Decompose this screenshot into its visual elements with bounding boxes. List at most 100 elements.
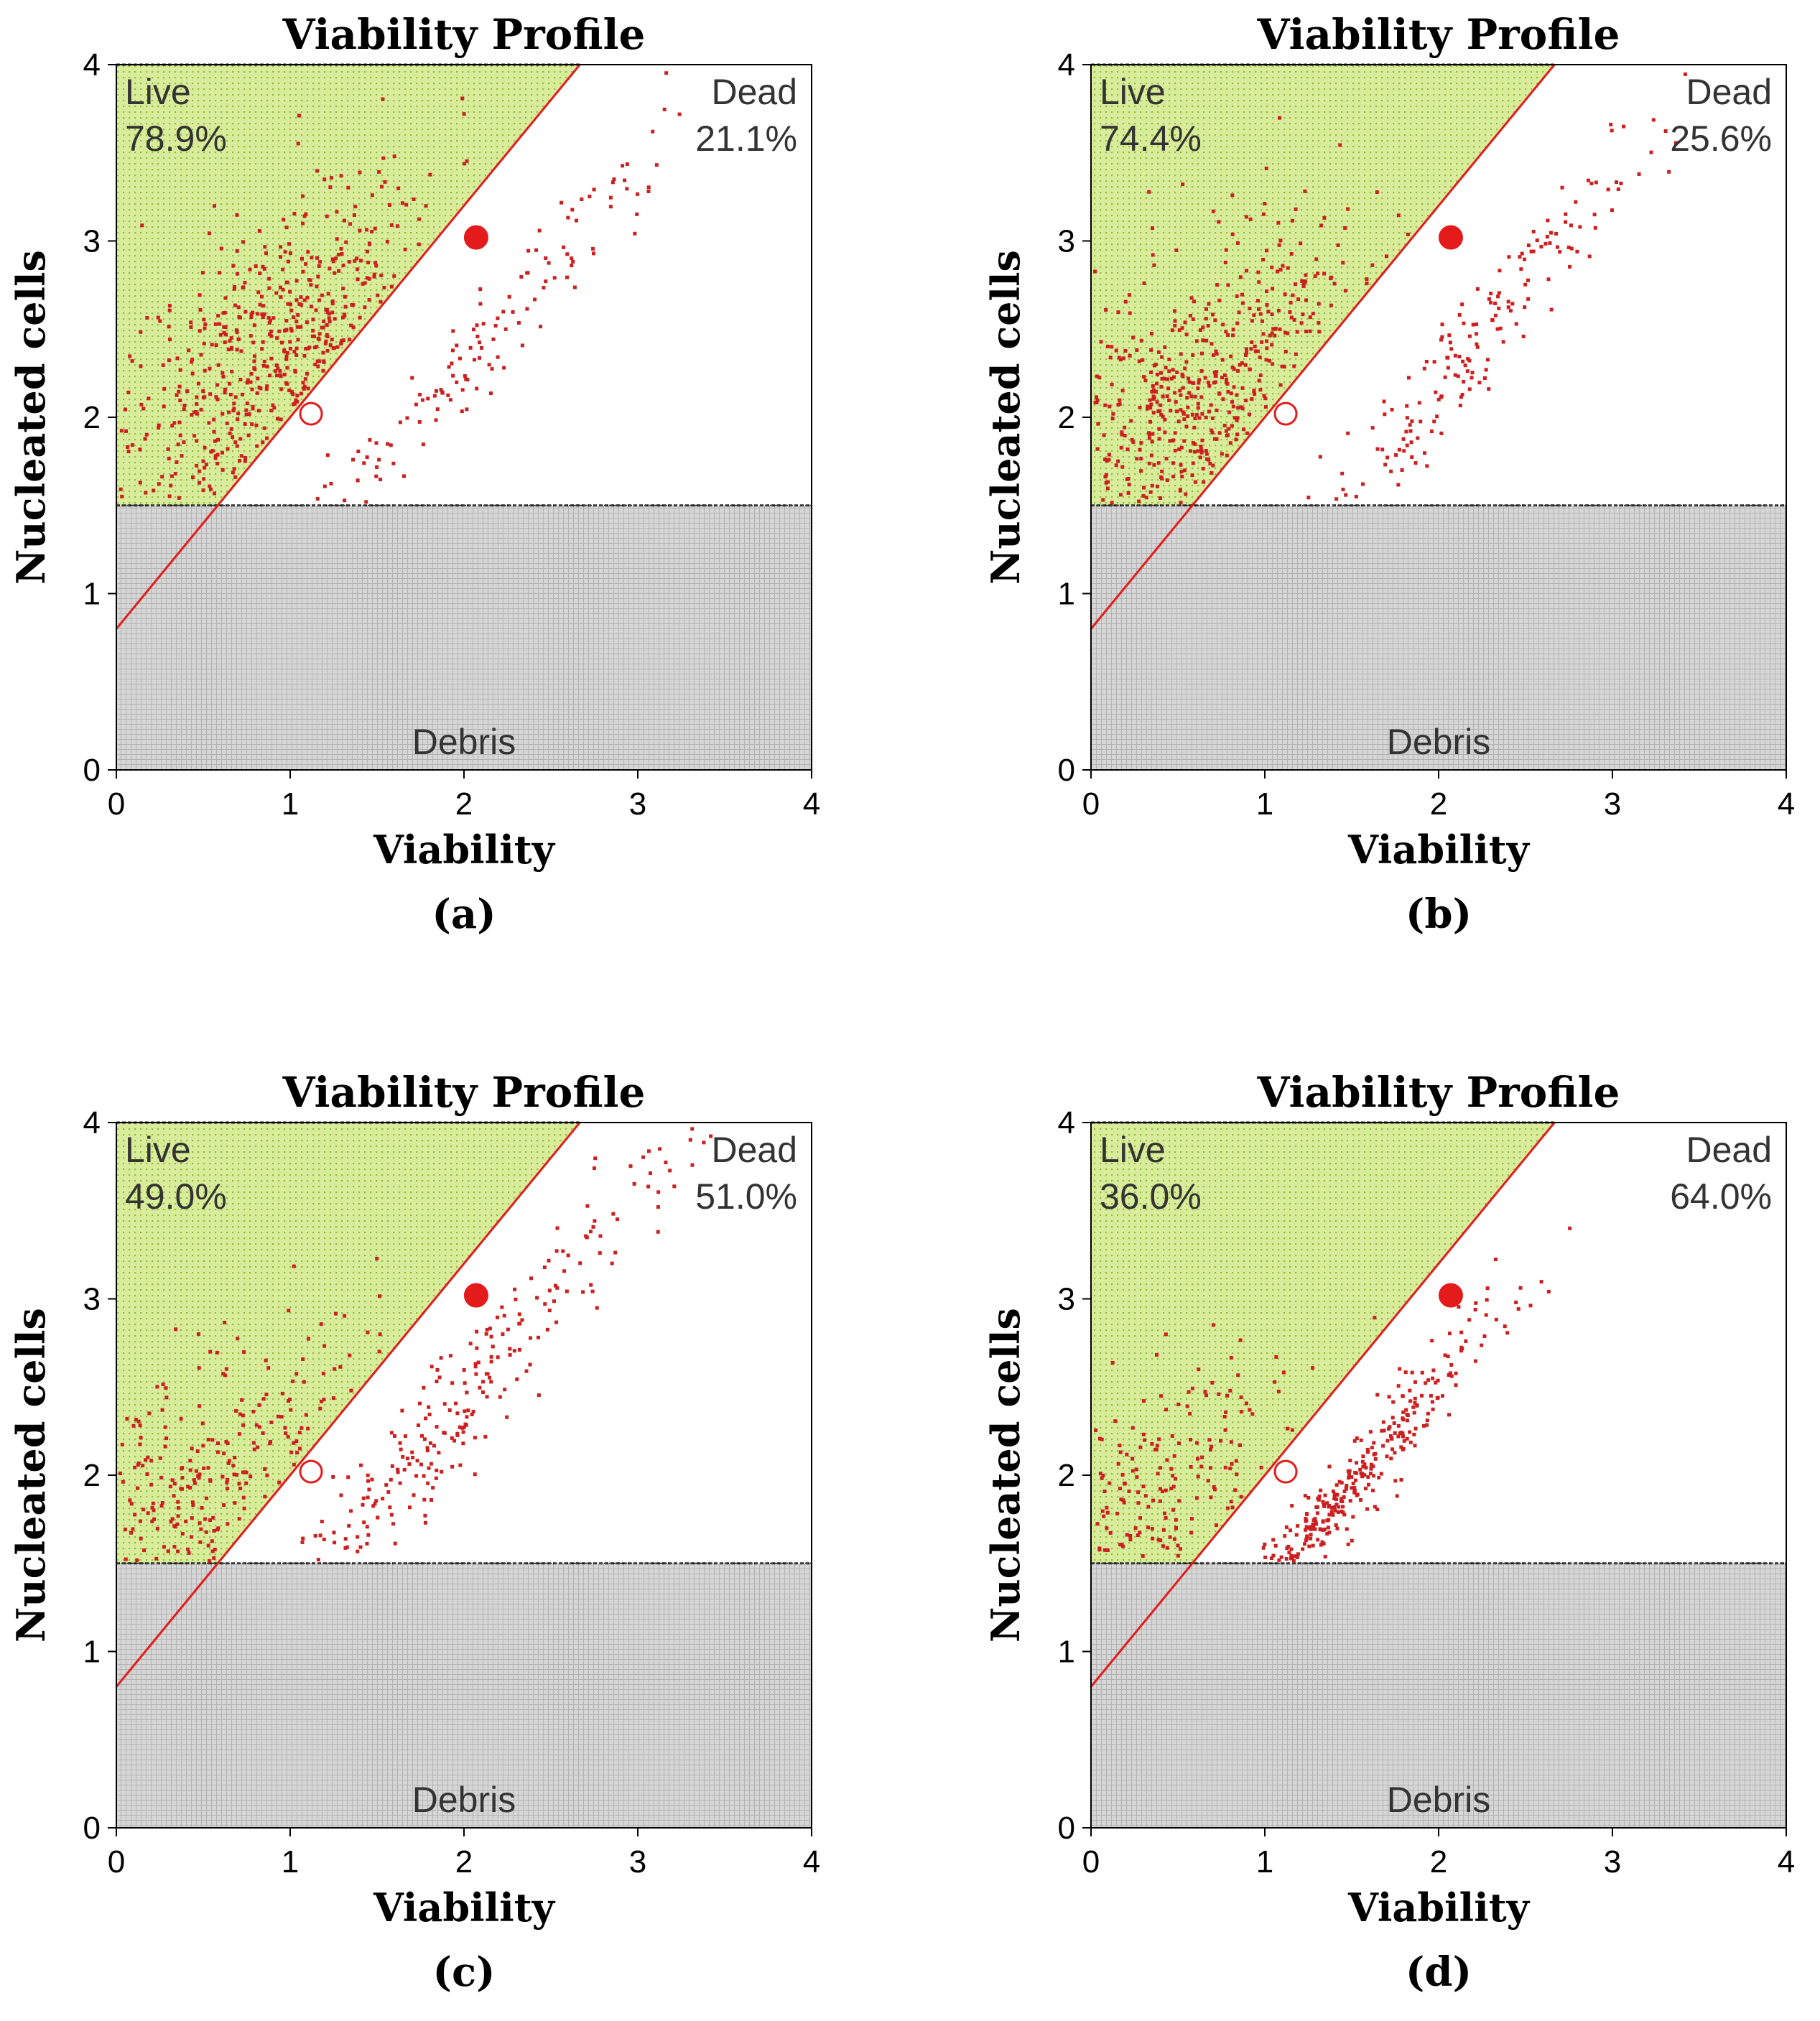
dead-cell-point <box>1471 322 1475 327</box>
gate-handle-open[interactable] <box>1273 1459 1298 1484</box>
live-percent: 74.4% <box>1100 119 1202 159</box>
live-cell-point <box>295 399 300 404</box>
live-cell-point <box>1264 167 1268 171</box>
live-cell-point <box>330 338 334 342</box>
live-cell-point <box>287 1309 291 1313</box>
dead-cell-point <box>525 271 529 275</box>
live-cell-point <box>1151 384 1155 388</box>
live-cell-point <box>1207 384 1212 388</box>
gate-handle-filled[interactable] <box>1438 1283 1463 1308</box>
live-cell-point <box>263 1495 267 1499</box>
dead-cell-point <box>1322 1541 1326 1546</box>
gate-handle-open[interactable] <box>1273 401 1298 426</box>
gate-handle-open[interactable] <box>299 1459 323 1484</box>
live-cell-point <box>1174 1477 1178 1481</box>
gate-handle-open[interactable] <box>299 401 323 426</box>
dead-cell-point <box>1548 241 1552 245</box>
live-cell-point <box>1248 412 1252 417</box>
live-cell-point <box>300 303 304 307</box>
dead-cell-point <box>1348 1459 1352 1463</box>
dead-cell-point <box>1261 1546 1266 1550</box>
dead-cell-point <box>1334 1483 1339 1487</box>
dead-cell-point <box>588 1230 593 1234</box>
dead-cell-point <box>1482 376 1487 380</box>
live-cell-point <box>313 362 317 366</box>
live-cell-point <box>358 315 362 320</box>
live-cell-point <box>343 305 348 309</box>
live-cell-point <box>1184 333 1189 337</box>
live-cell-point <box>1202 480 1206 484</box>
live-cell-point <box>156 315 160 320</box>
live-cell-point <box>1224 248 1228 252</box>
live-cell-point <box>235 348 239 352</box>
live-cell-point <box>1211 209 1215 213</box>
dead-cell-point <box>688 1138 692 1142</box>
dead-cell-point <box>346 1475 350 1479</box>
live-cell-point <box>1278 327 1282 332</box>
dead-cell-point <box>1432 419 1436 424</box>
dead-cell-point <box>553 1283 557 1288</box>
live-cell-point <box>243 455 248 460</box>
live-cell-point <box>1180 475 1184 479</box>
live-cell-point <box>328 266 332 271</box>
live-cell-point <box>223 296 228 300</box>
live-cell-point <box>1105 1526 1109 1530</box>
live-cell-point <box>189 320 193 325</box>
dead-cell-point <box>1462 380 1466 384</box>
live-cell-point <box>1164 1516 1168 1520</box>
gate-handle-filled[interactable] <box>463 225 488 250</box>
live-cell-point <box>161 1382 165 1386</box>
live-cell-point <box>236 417 240 422</box>
live-cell-point <box>267 320 271 325</box>
dead-cell-point <box>1390 1436 1394 1440</box>
live-cell-point <box>1151 1498 1156 1502</box>
live-cell-point <box>256 409 261 413</box>
dead-cell-point <box>1487 387 1491 391</box>
dead-cell-point <box>534 248 539 252</box>
dead-cell-point <box>1495 327 1500 331</box>
live-cell-point <box>1148 419 1152 424</box>
live-cell-point <box>1096 422 1100 426</box>
live-cell-point <box>1281 264 1285 268</box>
live-label: Live <box>1100 72 1166 112</box>
dead-cell-point <box>475 386 479 391</box>
dead-cell-point <box>1327 1464 1332 1469</box>
gate-handle-filled[interactable] <box>1438 225 1463 250</box>
dead-cell-point <box>432 1444 437 1448</box>
live-cell-point <box>261 315 265 320</box>
live-cell-point <box>1215 408 1219 412</box>
live-cell-point <box>1164 1332 1168 1337</box>
live-cell-point <box>1210 1444 1214 1449</box>
dead-cell-point <box>421 442 425 447</box>
live-cell-point <box>123 1528 127 1532</box>
dead-cell-point <box>362 1520 366 1525</box>
dead-cell-point <box>646 1184 651 1189</box>
live-cell-point <box>294 353 299 357</box>
dead-cell-point <box>460 409 464 414</box>
live-cell-point <box>1128 353 1132 358</box>
live-cell-point <box>120 494 124 498</box>
live-cell-point <box>1164 366 1168 370</box>
gate-handle-filled[interactable] <box>463 1283 488 1308</box>
live-cell-point <box>1248 217 1253 221</box>
live-cell-point <box>284 1431 288 1436</box>
dead-cell-point <box>1477 381 1482 385</box>
dead-cell-point <box>1520 251 1524 256</box>
live-cell-point <box>1231 327 1235 332</box>
live-cell-point <box>214 395 218 399</box>
live-cell-point <box>1150 1527 1154 1531</box>
dead-cell-point <box>1318 455 1322 459</box>
dead-cell-point <box>1406 1413 1410 1418</box>
dead-cell-point <box>517 1321 521 1326</box>
live-cell-point <box>139 1536 143 1541</box>
live-cell-point <box>192 434 197 438</box>
live-cell-point <box>300 256 304 261</box>
live-cell-point <box>1103 457 1108 462</box>
live-cell-point <box>304 347 308 351</box>
live-cell-point <box>328 320 332 324</box>
live-cell-point <box>169 1520 173 1524</box>
live-cell-point <box>236 412 241 416</box>
live-cell-point <box>1230 424 1234 428</box>
panel-d: 0 1 2 3 401234Live36.0%Dead64.0%DebrisViabil… <box>983 1068 1795 1996</box>
live-cell-point <box>203 368 207 373</box>
